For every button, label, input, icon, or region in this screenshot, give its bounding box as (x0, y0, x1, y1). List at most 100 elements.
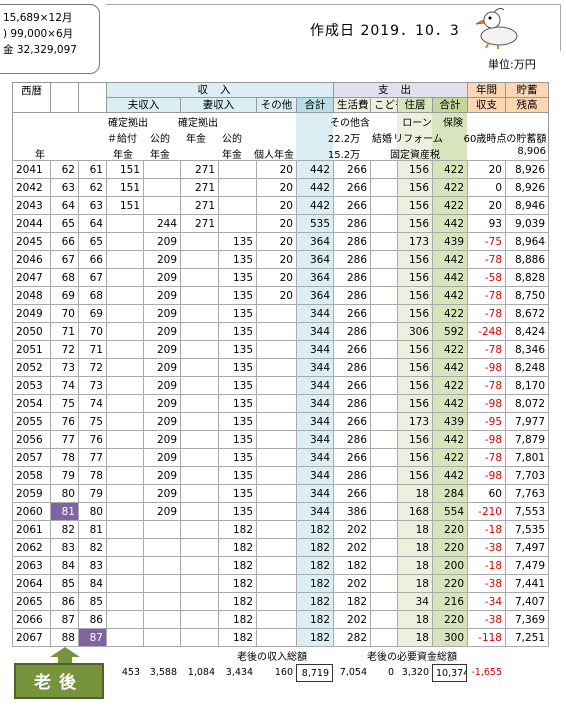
table-cell: 271 (180, 160, 219, 179)
table-cell: 209 (143, 502, 181, 521)
table-cell: 67 (78, 268, 107, 287)
table-cell: 83 (78, 556, 107, 575)
table-cell: 442 (432, 430, 468, 449)
table-cell: 8,424 (505, 322, 549, 341)
note-text: 年 (35, 150, 45, 161)
table-cell: 18 (397, 520, 433, 539)
table-cell: 80 (78, 502, 107, 521)
table-cell: 18 (397, 628, 433, 647)
table-cell: 182 (333, 556, 371, 575)
table-cell: 182 (296, 628, 334, 647)
table-cell: 8,750 (505, 286, 549, 305)
table-cell: 2066 (12, 610, 51, 629)
table-cell: 209 (143, 484, 181, 503)
table-cell: 68 (50, 268, 79, 287)
table-cell: 135 (218, 412, 257, 431)
table-cell: 271 (180, 214, 219, 233)
total-cell: 453 (121, 667, 140, 678)
table-cell: 266 (333, 160, 371, 179)
table-cell: 2045 (12, 232, 51, 251)
note-text: リフォーム (393, 134, 443, 145)
table-cell: 266 (333, 340, 371, 359)
note-text: 22.2万 (327, 134, 361, 145)
table-cell: 220 (432, 610, 468, 629)
table-cell: 78 (78, 466, 107, 485)
table-cell: 209 (143, 250, 181, 269)
table-cell (256, 610, 297, 629)
table-cell: -78 (467, 304, 506, 323)
footer-label: 老後の必要資金総額 (367, 652, 457, 663)
table-cell: 7,497 (505, 538, 549, 557)
table-cell (370, 466, 398, 485)
table-cell (256, 556, 297, 575)
note-text: 年金 (150, 150, 170, 161)
table-cell: 442 (296, 196, 334, 215)
total-cell: 160 (274, 667, 293, 678)
table-cell: 182 (296, 538, 334, 557)
table-cell: 156 (397, 430, 433, 449)
table-cell (370, 430, 398, 449)
table-cell: 2051 (12, 340, 51, 359)
table-cell: 2041 (12, 160, 51, 179)
table-cell (180, 466, 219, 485)
table-cell (256, 340, 297, 359)
table-cell: 72 (50, 340, 79, 359)
note-text: 公的 (222, 134, 242, 145)
note-text: ＃給付 (107, 134, 137, 145)
table-cell: 64 (50, 196, 79, 215)
table-cell: 8,926 (505, 178, 549, 197)
table-cell: 266 (333, 412, 371, 431)
table-cell: 300 (432, 628, 468, 647)
table-cell: 63 (78, 196, 107, 215)
table-cell: 156 (397, 250, 433, 269)
table-cell: 209 (143, 430, 181, 449)
table-cell: 74 (50, 376, 79, 395)
table-cell: 72 (78, 358, 107, 377)
table-cell: 286 (333, 322, 371, 341)
table-cell: 71 (50, 322, 79, 341)
column-fill (432, 112, 467, 160)
table-cell: 209 (143, 466, 181, 485)
table-cell (106, 448, 144, 467)
table-cell (106, 610, 144, 629)
table-cell: 156 (397, 340, 433, 359)
table-cell: 135 (218, 250, 257, 269)
table-cell (106, 628, 144, 647)
table-cell: 202 (333, 610, 371, 629)
note-box: 15,689×12月 ) 99,000×6月 金 32,329,097 (0, 4, 100, 74)
table-cell (370, 538, 398, 557)
elderly-button[interactable]: 老後 (14, 663, 104, 699)
table-cell: 81 (78, 520, 107, 539)
table-cell: 2056 (12, 430, 51, 449)
table-cell (180, 394, 219, 413)
table-cell (370, 610, 398, 629)
header-cell: その他 (256, 97, 297, 113)
table-cell: 2062 (12, 538, 51, 557)
table-cell (370, 484, 398, 503)
unit-label: 単位:万円 (488, 58, 536, 71)
table-cell (370, 286, 398, 305)
table-cell: -98 (467, 358, 506, 377)
table-cell: 8,072 (505, 394, 549, 413)
table-cell: 135 (218, 322, 257, 341)
table-cell: 284 (432, 484, 468, 503)
table-cell (180, 268, 219, 287)
table-cell: 2044 (12, 214, 51, 233)
table-cell: 182 (218, 628, 257, 647)
table-cell: 64 (78, 214, 107, 233)
table-cell: 442 (296, 160, 334, 179)
table-cell: 135 (218, 358, 257, 377)
table-cell (180, 538, 219, 557)
table-cell: 7,251 (505, 628, 549, 647)
table-cell: 7,479 (505, 556, 549, 575)
table-cell: 156 (397, 304, 433, 323)
table-cell: 86 (50, 592, 79, 611)
table-cell (370, 628, 398, 647)
table-cell (256, 538, 297, 557)
table-cell: 8,248 (505, 358, 549, 377)
column-fill (296, 112, 333, 160)
table-cell: -18 (467, 556, 506, 575)
table-cell: 66 (78, 250, 107, 269)
table-cell (370, 358, 398, 377)
table-cell: 442 (432, 394, 468, 413)
